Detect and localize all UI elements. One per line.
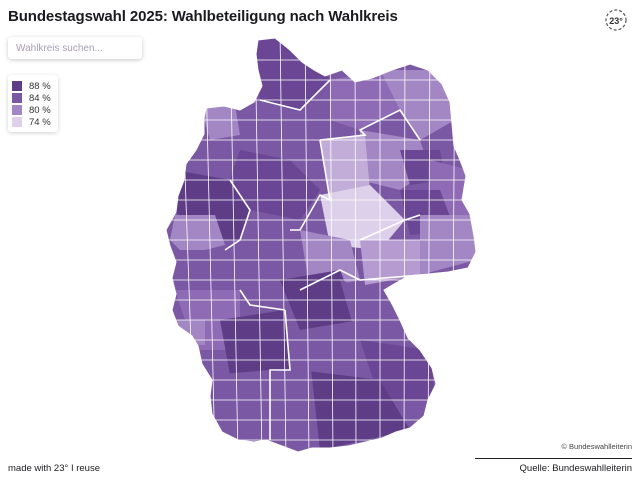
region-bw-south[interactable]	[210, 370, 270, 440]
region-ruhr[interactable]	[170, 215, 225, 255]
state-borders	[224, 79, 421, 440]
region-sachsen-west[interactable]	[360, 240, 420, 285]
footer-divider	[475, 458, 632, 459]
legend-item: 88 %	[12, 80, 54, 92]
region-bw-north[interactable]	[220, 310, 290, 375]
legend: 88 % 84 % 80 % 74 %	[8, 75, 58, 132]
legend-label: 80 %	[29, 104, 51, 116]
svg-text:23°: 23°	[609, 16, 623, 26]
page-title: Bundestagswahl 2025: Wahlbeteiligung nac…	[8, 8, 398, 25]
legend-label: 88 %	[29, 80, 51, 92]
region-oberbayern[interactable]	[300, 370, 410, 450]
region-hessen[interactable]	[225, 230, 300, 305]
legend-label: 84 %	[29, 92, 51, 104]
region-niedersachsen-mid[interactable]	[230, 150, 320, 220]
region-sachsen-anhalt-south[interactable]	[320, 185, 405, 250]
legend-swatch	[12, 105, 22, 115]
made-with-link[interactable]: made with 23° I reuse	[8, 463, 100, 474]
legend-swatch	[12, 117, 22, 127]
copyright-notice: © Bundeswahlleiterin	[561, 442, 632, 451]
legend-item: 84 %	[12, 92, 54, 104]
source-note: Quelle: Bundeswahlleiterin	[519, 463, 632, 474]
region-ostfriesland[interactable]	[200, 105, 240, 140]
legend-item: 74 %	[12, 116, 54, 128]
23-degrees-logo-icon[interactable]: 23°	[603, 7, 629, 33]
legend-swatch	[12, 81, 22, 91]
region-mv-east[interactable]	[380, 70, 455, 140]
legend-label: 74 %	[29, 116, 51, 128]
region-schwaben[interactable]	[260, 360, 320, 450]
region-sachsen-anhalt-north[interactable]	[320, 135, 370, 200]
search-input[interactable]	[8, 37, 142, 59]
legend-item: 80 %	[12, 104, 54, 116]
germany-outline	[165, 37, 477, 453]
legend-swatch	[12, 93, 22, 103]
